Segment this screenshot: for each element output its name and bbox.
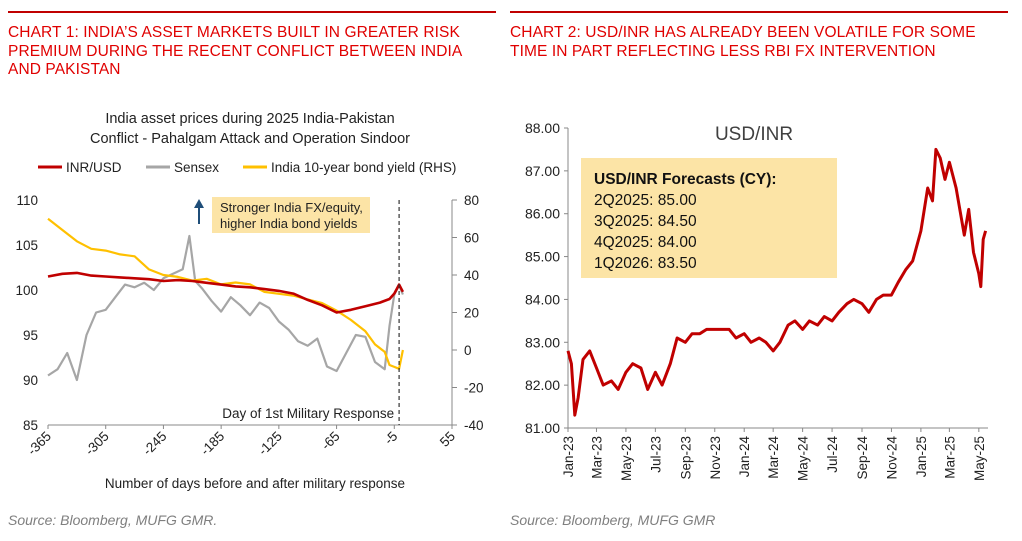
military-response-label: Day of 1st Military Response bbox=[222, 406, 394, 421]
forecast-item: 1Q2026: 83.50 bbox=[594, 255, 697, 272]
chart1-title-line1: India asset prices during 2025 India-Pak… bbox=[105, 111, 394, 127]
x-tick-label: May-24 bbox=[796, 436, 811, 482]
annotation-box bbox=[212, 197, 370, 233]
y-tick-label: 95 bbox=[23, 328, 38, 343]
forecast-box bbox=[581, 158, 837, 278]
y-tick-label: 84.00 bbox=[525, 291, 560, 307]
chart2-panel-title: CHART 2: USD/INR HAS ALREADY BEEN VOLATI… bbox=[510, 24, 976, 60]
y2-tick-label: 40 bbox=[464, 268, 479, 283]
x-tick-label: -305 bbox=[82, 429, 112, 459]
x-tick-label: Mar-25 bbox=[942, 436, 957, 479]
chart1-plot: India asset prices during 2025 India-Pak… bbox=[15, 111, 484, 491]
chart2-plot: 81.00 82.00 83.00 84.00 85.00 86.00 87.00 88.00… bbox=[525, 120, 988, 482]
annotation-line2: higher India bond yields bbox=[220, 216, 358, 231]
x-tick-label: Mar-24 bbox=[766, 436, 781, 479]
annotation-line1: Stronger India FX/equity, bbox=[220, 200, 363, 215]
y-tick-label: 105 bbox=[15, 238, 38, 253]
chart1-title-line2: Conflict - Pahalgam Attack and Operation… bbox=[90, 131, 410, 147]
chart2-title: USD/INR bbox=[715, 124, 793, 145]
x-tick-label: -5 bbox=[381, 429, 400, 448]
y-tick-label: 83.00 bbox=[525, 334, 560, 350]
y-tick-label: 81.00 bbox=[525, 420, 560, 436]
x-tick-label: -65 bbox=[318, 429, 342, 453]
panel-top-rule bbox=[510, 11, 1008, 13]
y2-tick-label: 60 bbox=[464, 231, 479, 246]
y-tick-label: 88.00 bbox=[525, 120, 560, 136]
x-tick-label: Jul-23 bbox=[648, 436, 663, 473]
y2-tick-label: -40 bbox=[464, 418, 484, 433]
y-tick-label: 90 bbox=[23, 373, 38, 388]
y-tick-label: 100 bbox=[15, 283, 38, 298]
x-tick-label: Jan-24 bbox=[737, 436, 752, 478]
legend-label-sensex: Sensex bbox=[174, 160, 219, 175]
chart2-panel: CHART 2: USD/INR HAS ALREADY BEEN VOLATI… bbox=[508, 0, 1022, 541]
y-tick-label: 85 bbox=[23, 418, 38, 433]
y-tick-label: 87.00 bbox=[525, 163, 560, 179]
chart1-source: Source: Bloomberg, MUFG GMR. bbox=[8, 512, 218, 528]
y2-tick-label: 0 bbox=[464, 343, 472, 358]
x-tick-label: -185 bbox=[198, 429, 228, 459]
y2-tick-label: -20 bbox=[464, 381, 484, 396]
forecast-item: 4Q2025: 84.00 bbox=[594, 234, 697, 251]
legend-label-inr-usd: INR/USD bbox=[66, 160, 122, 175]
y-tick-label: 86.00 bbox=[525, 206, 560, 222]
x-tick-label: Sep-23 bbox=[678, 436, 693, 480]
x-tick-label: Sep-24 bbox=[855, 436, 870, 480]
series-line-sensex bbox=[47, 234, 404, 382]
series-line-usd-inr bbox=[566, 147, 988, 417]
x-tick-label: -125 bbox=[255, 429, 285, 459]
x-tick-label: -245 bbox=[140, 429, 170, 459]
chart2-source: Source: Bloomberg, MUFG GMR bbox=[510, 512, 716, 528]
x-tick-label: Mar-23 bbox=[589, 436, 604, 479]
chart1-panel-title: CHART 1: INDIA’S ASSET MARKETS BUILT IN … bbox=[8, 24, 462, 78]
x-tick-label: Jan-25 bbox=[914, 436, 929, 477]
x-tick-label: Jul-24 bbox=[825, 436, 840, 473]
series-line-india-10-year-bond-yield-rhs bbox=[47, 217, 404, 370]
x-tick-label: 55 bbox=[437, 429, 458, 450]
forecast-item: 3Q2025: 84.50 bbox=[594, 213, 697, 230]
x-tick-label: Nov-23 bbox=[708, 436, 723, 480]
y2-tick-label: 20 bbox=[464, 306, 479, 321]
x-tick-label: Nov-24 bbox=[884, 436, 899, 480]
chart1-panel: CHART 1: INDIA’S ASSET MARKETS BUILT IN … bbox=[0, 0, 500, 541]
y-tick-label: 82.00 bbox=[525, 377, 560, 393]
forecast-heading: USD/INR Forecasts (CY): bbox=[594, 171, 777, 188]
x-axis-label: Number of days before and after military… bbox=[105, 476, 405, 491]
legend-label-india-10-year-bond-yield-rhs: India 10-year bond yield (RHS) bbox=[271, 160, 456, 175]
forecast-item: 2Q2025: 85.00 bbox=[594, 192, 697, 209]
series-line-inr-usd bbox=[47, 271, 405, 314]
panel-top-rule bbox=[8, 11, 496, 13]
x-tick-label: May-23 bbox=[619, 436, 634, 481]
x-tick-label: May-25 bbox=[972, 436, 987, 481]
x-tick-label: Jan-23 bbox=[561, 436, 576, 477]
y-tick-label: 85.00 bbox=[525, 249, 560, 265]
y-tick-label: 110 bbox=[16, 193, 38, 208]
up-arrow-icon bbox=[194, 199, 204, 208]
y2-tick-label: 80 bbox=[464, 193, 479, 208]
